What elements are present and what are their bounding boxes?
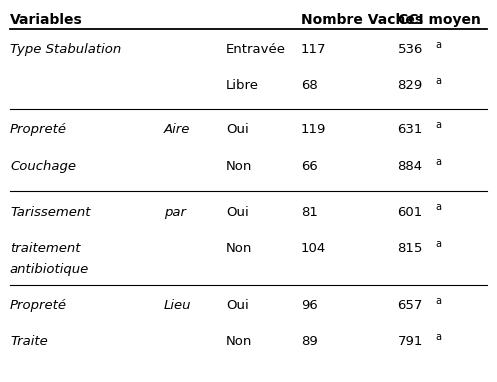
Text: Propreté: Propreté <box>10 299 67 312</box>
Text: Libre: Libre <box>226 79 259 92</box>
Text: Non: Non <box>226 242 252 255</box>
Text: par: par <box>164 206 186 219</box>
Text: 815: 815 <box>398 242 423 255</box>
Text: 631: 631 <box>398 123 423 136</box>
Text: antibiotique: antibiotique <box>10 263 89 276</box>
Text: a: a <box>435 202 441 212</box>
Text: 66: 66 <box>301 160 318 173</box>
Text: Entravée: Entravée <box>226 43 286 56</box>
Text: 68: 68 <box>301 79 318 92</box>
Text: Non: Non <box>226 335 252 348</box>
Text: a: a <box>435 76 441 86</box>
Text: Type Stabulation: Type Stabulation <box>10 43 121 56</box>
Text: 884: 884 <box>398 160 423 173</box>
Text: 119: 119 <box>301 123 326 136</box>
Text: a: a <box>435 120 441 130</box>
Text: Aire: Aire <box>164 123 190 136</box>
Text: 81: 81 <box>301 206 318 219</box>
Text: 117: 117 <box>301 43 326 56</box>
Text: traitement: traitement <box>10 242 81 255</box>
Text: 104: 104 <box>301 242 326 255</box>
Text: a: a <box>435 296 441 306</box>
Text: Variables: Variables <box>10 13 83 28</box>
Text: Oui: Oui <box>226 206 249 219</box>
Text: 601: 601 <box>398 206 423 219</box>
Text: Nombre Vaches: Nombre Vaches <box>301 13 423 28</box>
Text: Oui: Oui <box>226 123 249 136</box>
Text: 829: 829 <box>398 79 423 92</box>
Text: Non: Non <box>226 160 252 173</box>
Text: Oui: Oui <box>226 299 249 312</box>
Text: Lieu: Lieu <box>164 299 191 312</box>
Text: 96: 96 <box>301 299 318 312</box>
Text: Propreté: Propreté <box>10 123 67 136</box>
Text: 657: 657 <box>398 299 423 312</box>
Text: a: a <box>435 40 441 50</box>
Text: CCI moyen: CCI moyen <box>398 13 481 28</box>
Text: 89: 89 <box>301 335 318 348</box>
Text: 791: 791 <box>398 335 423 348</box>
Text: a: a <box>435 332 441 342</box>
Text: Tarissement: Tarissement <box>10 206 90 219</box>
Text: 536: 536 <box>398 43 423 56</box>
Text: Traite: Traite <box>10 335 48 348</box>
Text: a: a <box>435 157 441 167</box>
Text: Couchage: Couchage <box>10 160 76 173</box>
Text: a: a <box>435 239 441 249</box>
